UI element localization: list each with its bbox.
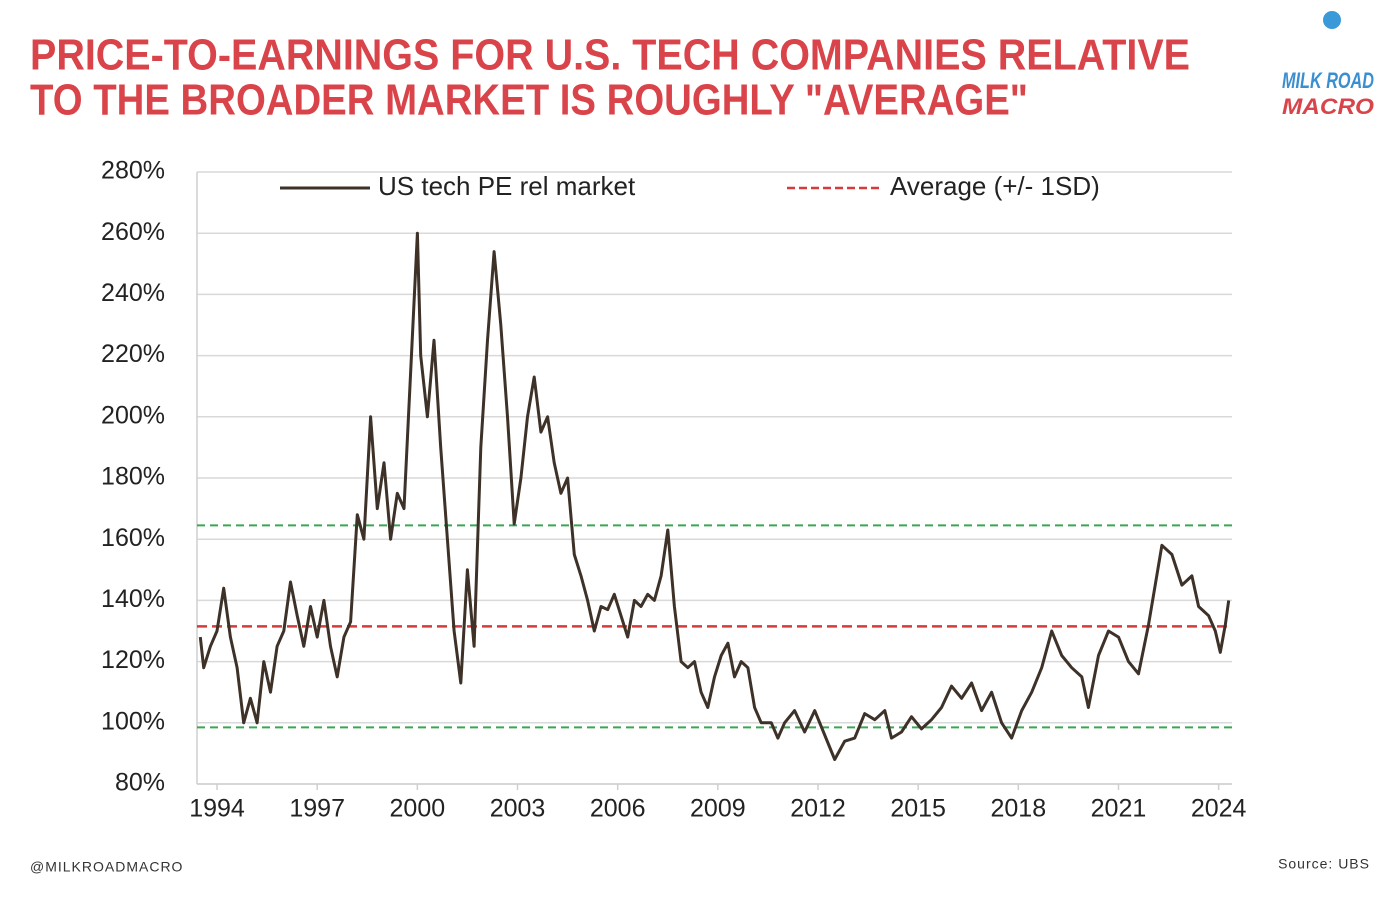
x-tick-label: 2012 bbox=[790, 795, 846, 823]
y-tick-label: 260% bbox=[101, 218, 165, 246]
chart-title: PRICE-TO-EARNINGS FOR U.S. TECH COMPANIE… bbox=[30, 31, 1190, 80]
x-tick-label: 1994 bbox=[189, 795, 245, 823]
y-tick-label: 100% bbox=[101, 707, 165, 735]
y-tick-label: 280% bbox=[101, 157, 165, 185]
series-line bbox=[198, 231, 1231, 761]
x-tick-label: 1997 bbox=[289, 795, 345, 823]
y-tick-label: 80% bbox=[115, 769, 165, 797]
y-tick-label: 200% bbox=[101, 401, 165, 429]
x-tick-label: 2024 bbox=[1191, 795, 1247, 823]
logo-text: MACRO bbox=[1282, 94, 1374, 119]
footer-handle: @MILKROADMACRO bbox=[30, 859, 183, 875]
x-tick-label: 2006 bbox=[590, 795, 646, 823]
y-tick-label: 180% bbox=[101, 463, 165, 491]
y-tick-label: 240% bbox=[101, 279, 165, 307]
footer-source: Source: UBS bbox=[1278, 856, 1370, 872]
y-tick-label: 160% bbox=[101, 524, 165, 552]
y-tick-label: 140% bbox=[101, 585, 165, 613]
legend-label: Average (+/- 1SD) bbox=[890, 171, 1100, 201]
x-tick-label: 2015 bbox=[890, 795, 946, 823]
y-tick-label: 220% bbox=[101, 340, 165, 368]
x-tick-label: 2021 bbox=[1091, 795, 1147, 823]
logo-globe bbox=[1323, 11, 1341, 29]
legend-label: US tech PE rel market bbox=[378, 171, 636, 201]
x-tick-label: 2003 bbox=[490, 795, 546, 823]
x-tick-label: 2009 bbox=[690, 795, 746, 823]
y-tick-label: 120% bbox=[101, 646, 165, 674]
x-tick-label: 2000 bbox=[390, 795, 446, 823]
logo-text: MILK ROAD bbox=[1282, 68, 1374, 93]
chart-title: TO THE BROADER MARKET IS ROUGHLY "AVERAG… bbox=[30, 76, 1028, 125]
x-tick-label: 2018 bbox=[991, 795, 1047, 823]
